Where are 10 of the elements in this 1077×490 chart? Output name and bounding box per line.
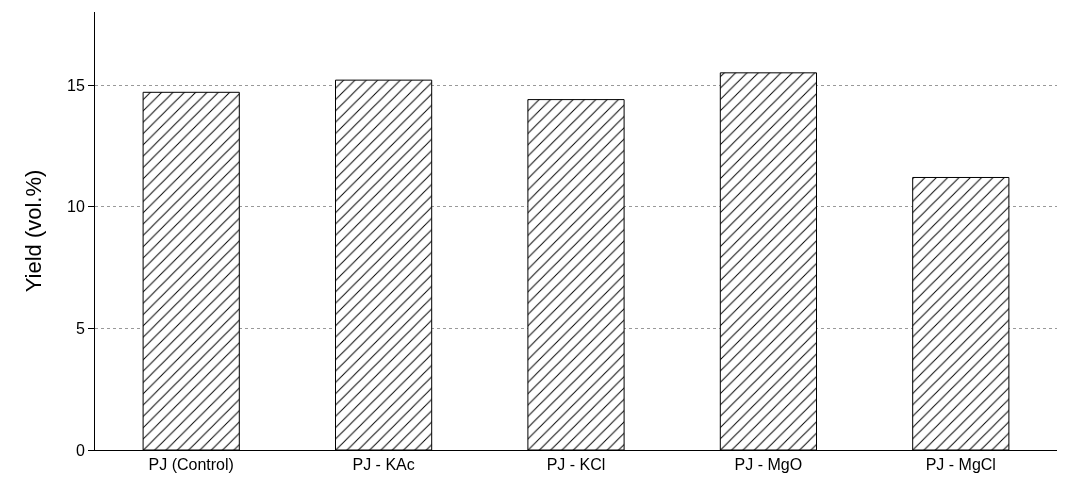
x-tick-label: PJ - MgCl: [925, 456, 996, 474]
y-tick-label: 0: [75, 441, 85, 459]
x-tick-label: PJ - MgO: [734, 456, 803, 474]
y-axis-title: Yield (vol.%): [21, 169, 46, 293]
y-tick-label: 5: [75, 319, 85, 337]
x-tick-label: PJ - KCl: [546, 456, 606, 474]
x-tick-label: PJ - KAc: [352, 456, 415, 474]
y-tick-label: 10: [67, 198, 85, 216]
x-tick-label: PJ (Control): [148, 456, 234, 474]
y-tick-label: 15: [67, 76, 85, 94]
